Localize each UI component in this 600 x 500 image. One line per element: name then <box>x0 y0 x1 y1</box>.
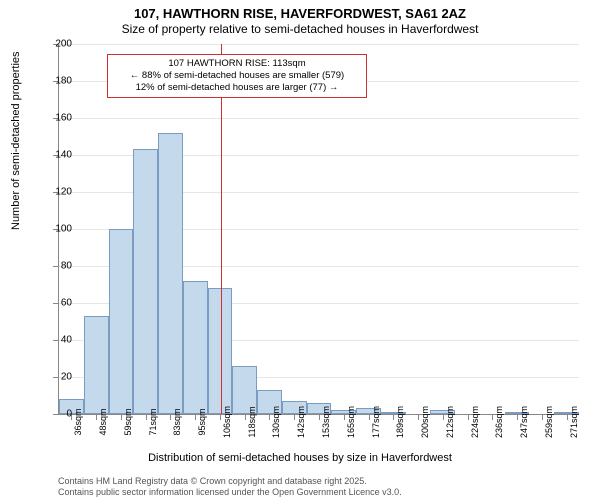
y-axis-label: Number of semi-detached properties <box>10 51 22 230</box>
x-tick <box>369 414 370 420</box>
x-tick <box>542 414 543 420</box>
histogram-bar <box>84 316 109 414</box>
x-tick <box>468 414 469 420</box>
x-tick-label: 259sqm <box>544 406 554 438</box>
histogram-bar <box>208 288 233 414</box>
footer-text: Contains HM Land Registry data © Crown c… <box>58 476 402 498</box>
y-tick-label: 120 <box>32 187 72 198</box>
x-tick <box>220 414 221 420</box>
chart-container: 107, HAWTHORN RISE, HAVERFORDWEST, SA61 … <box>0 0 600 500</box>
x-tick <box>418 414 419 420</box>
x-tick <box>567 414 568 420</box>
y-tick-label: 80 <box>32 261 72 272</box>
x-tick <box>443 414 444 420</box>
histogram-bar <box>183 281 208 414</box>
y-tick-label: 140 <box>32 150 72 161</box>
y-tick-label: 60 <box>32 298 72 309</box>
x-tick-label: 130sqm <box>271 406 281 438</box>
x-tick-label: 118sqm <box>247 406 257 437</box>
x-tick-label: 177sqm <box>371 406 381 438</box>
footer-line-1: Contains HM Land Registry data © Crown c… <box>58 476 402 487</box>
x-tick-label: 142sqm <box>296 406 306 438</box>
x-tick <box>146 414 147 420</box>
x-tick-label: 153sqm <box>321 406 331 438</box>
x-tick-label: 59sqm <box>123 408 133 435</box>
y-tick-label: 20 <box>32 372 72 383</box>
x-tick <box>344 414 345 420</box>
x-tick-label: 189sqm <box>395 406 405 438</box>
x-tick-label: 165sqm <box>346 406 356 438</box>
x-tick-label: 83sqm <box>172 408 182 435</box>
chart-subtitle: Size of property relative to semi-detach… <box>0 22 600 36</box>
x-axis-label: Distribution of semi-detached houses by … <box>0 452 600 464</box>
x-tick <box>517 414 518 420</box>
x-tick-label: 106sqm <box>222 406 232 438</box>
y-tick-label: 100 <box>32 224 72 235</box>
x-tick-label: 247sqm <box>519 406 529 438</box>
chart-title: 107, HAWTHORN RISE, HAVERFORDWEST, SA61 … <box>0 6 600 21</box>
x-tick <box>121 414 122 420</box>
y-tick-label: 0 <box>32 409 72 420</box>
y-tick-label: 160 <box>32 113 72 124</box>
x-tick-label: 48sqm <box>98 408 108 435</box>
histogram-bar <box>158 133 183 414</box>
histogram-bar <box>109 229 134 414</box>
footer-line-2: Contains public sector information licen… <box>58 487 402 498</box>
histogram-bar <box>133 149 158 414</box>
x-tick <box>245 414 246 420</box>
annot-line-2: ← 88% of semi-detached houses are smalle… <box>114 70 360 82</box>
x-tick-label: 236sqm <box>494 406 504 438</box>
gridline <box>59 118 579 119</box>
x-tick-label: 71sqm <box>148 408 158 435</box>
x-tick-label: 200sqm <box>420 406 430 438</box>
y-tick-label: 200 <box>32 39 72 50</box>
annot-line-1: 107 HAWTHORN RISE: 113sqm <box>114 58 360 70</box>
annotation-box: 107 HAWTHORN RISE: 113sqm← 88% of semi-d… <box>107 54 367 98</box>
y-tick-label: 180 <box>32 76 72 87</box>
x-tick-label: 271sqm <box>569 406 579 438</box>
x-tick <box>319 414 320 420</box>
y-tick-label: 40 <box>32 335 72 346</box>
x-tick <box>96 414 97 420</box>
annot-line-3: 12% of semi-detached houses are larger (… <box>114 82 360 94</box>
x-tick-label: 224sqm <box>470 406 480 438</box>
plot-area: 107 HAWTHORN RISE: 113sqm← 88% of semi-d… <box>58 44 579 415</box>
x-tick-label: 95sqm <box>197 408 207 435</box>
gridline <box>59 44 579 45</box>
x-tick-label: 36sqm <box>73 408 83 435</box>
x-tick-label: 212sqm <box>445 406 455 438</box>
reference-line <box>221 44 222 414</box>
